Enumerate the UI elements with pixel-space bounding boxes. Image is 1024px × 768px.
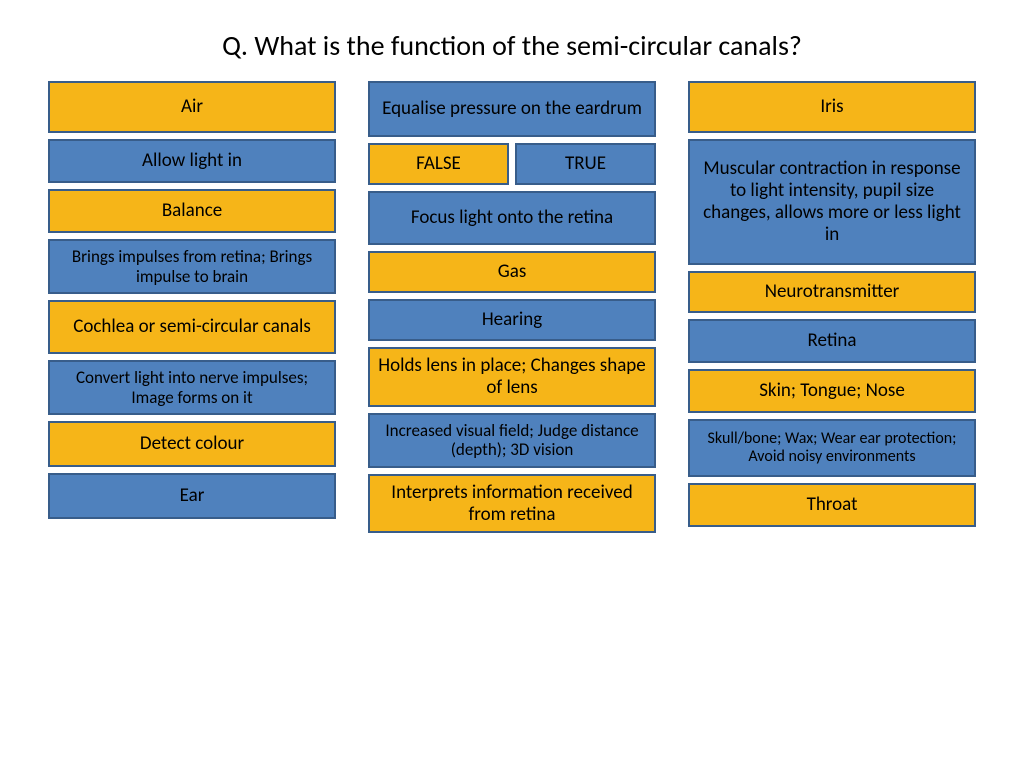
answer-card[interactable]: Detect colour xyxy=(48,421,336,467)
answer-card[interactable]: Muscular contraction in response to ligh… xyxy=(688,139,976,265)
answer-column: Equalise pressure on the eardrum FALSETRU… xyxy=(368,81,656,533)
answer-card[interactable]: Balance xyxy=(48,189,336,233)
answer-column: Air Allow light in Balance Brings impulses … xyxy=(48,81,336,533)
answer-card[interactable]: Holds lens in place; Changes shape of le… xyxy=(368,347,656,407)
answer-card[interactable]: Gas xyxy=(368,251,656,293)
answer-grid: Air Allow light in Balance Brings impulses … xyxy=(0,81,1024,533)
answer-card[interactable]: Skin; Tongue; Nose xyxy=(688,369,976,413)
answer-card[interactable]: Allow light in xyxy=(48,139,336,183)
answer-card[interactable]: Interprets information received from ret… xyxy=(368,474,656,534)
answer-card[interactable]: Brings impulses from retina; Brings impu… xyxy=(48,239,336,294)
answer-card[interactable]: Equalise pressure on the eardrum xyxy=(368,81,656,137)
answer-card[interactable]: Skull/bone; Wax; Wear ear protection; Av… xyxy=(688,419,976,477)
answer-column: Iris Muscular contraction in response to … xyxy=(688,81,976,533)
answer-card[interactable]: Increased visual field; Judge distance (… xyxy=(368,413,656,468)
answer-card[interactable]: Throat xyxy=(688,483,976,527)
answer-card[interactable]: Ear xyxy=(48,473,336,519)
answer-card[interactable]: Convert light into nerve impulses; Image… xyxy=(48,360,336,415)
answer-card[interactable]: Focus light onto the retina xyxy=(368,191,656,245)
answer-split-row: FALSETRUE xyxy=(368,143,656,185)
answer-card[interactable]: Iris xyxy=(688,81,976,133)
answer-card[interactable]: Neurotransmitter xyxy=(688,271,976,313)
answer-card[interactable]: Air xyxy=(48,81,336,133)
answer-card[interactable]: TRUE xyxy=(515,143,656,185)
answer-card[interactable]: Cochlea or semi-circular canals xyxy=(48,300,336,354)
answer-card[interactable]: FALSE xyxy=(368,143,509,185)
answer-card[interactable]: Retina xyxy=(688,319,976,363)
question-title: Q. What is the function of the semi-circ… xyxy=(0,0,1024,81)
answer-card[interactable]: Hearing xyxy=(368,299,656,341)
